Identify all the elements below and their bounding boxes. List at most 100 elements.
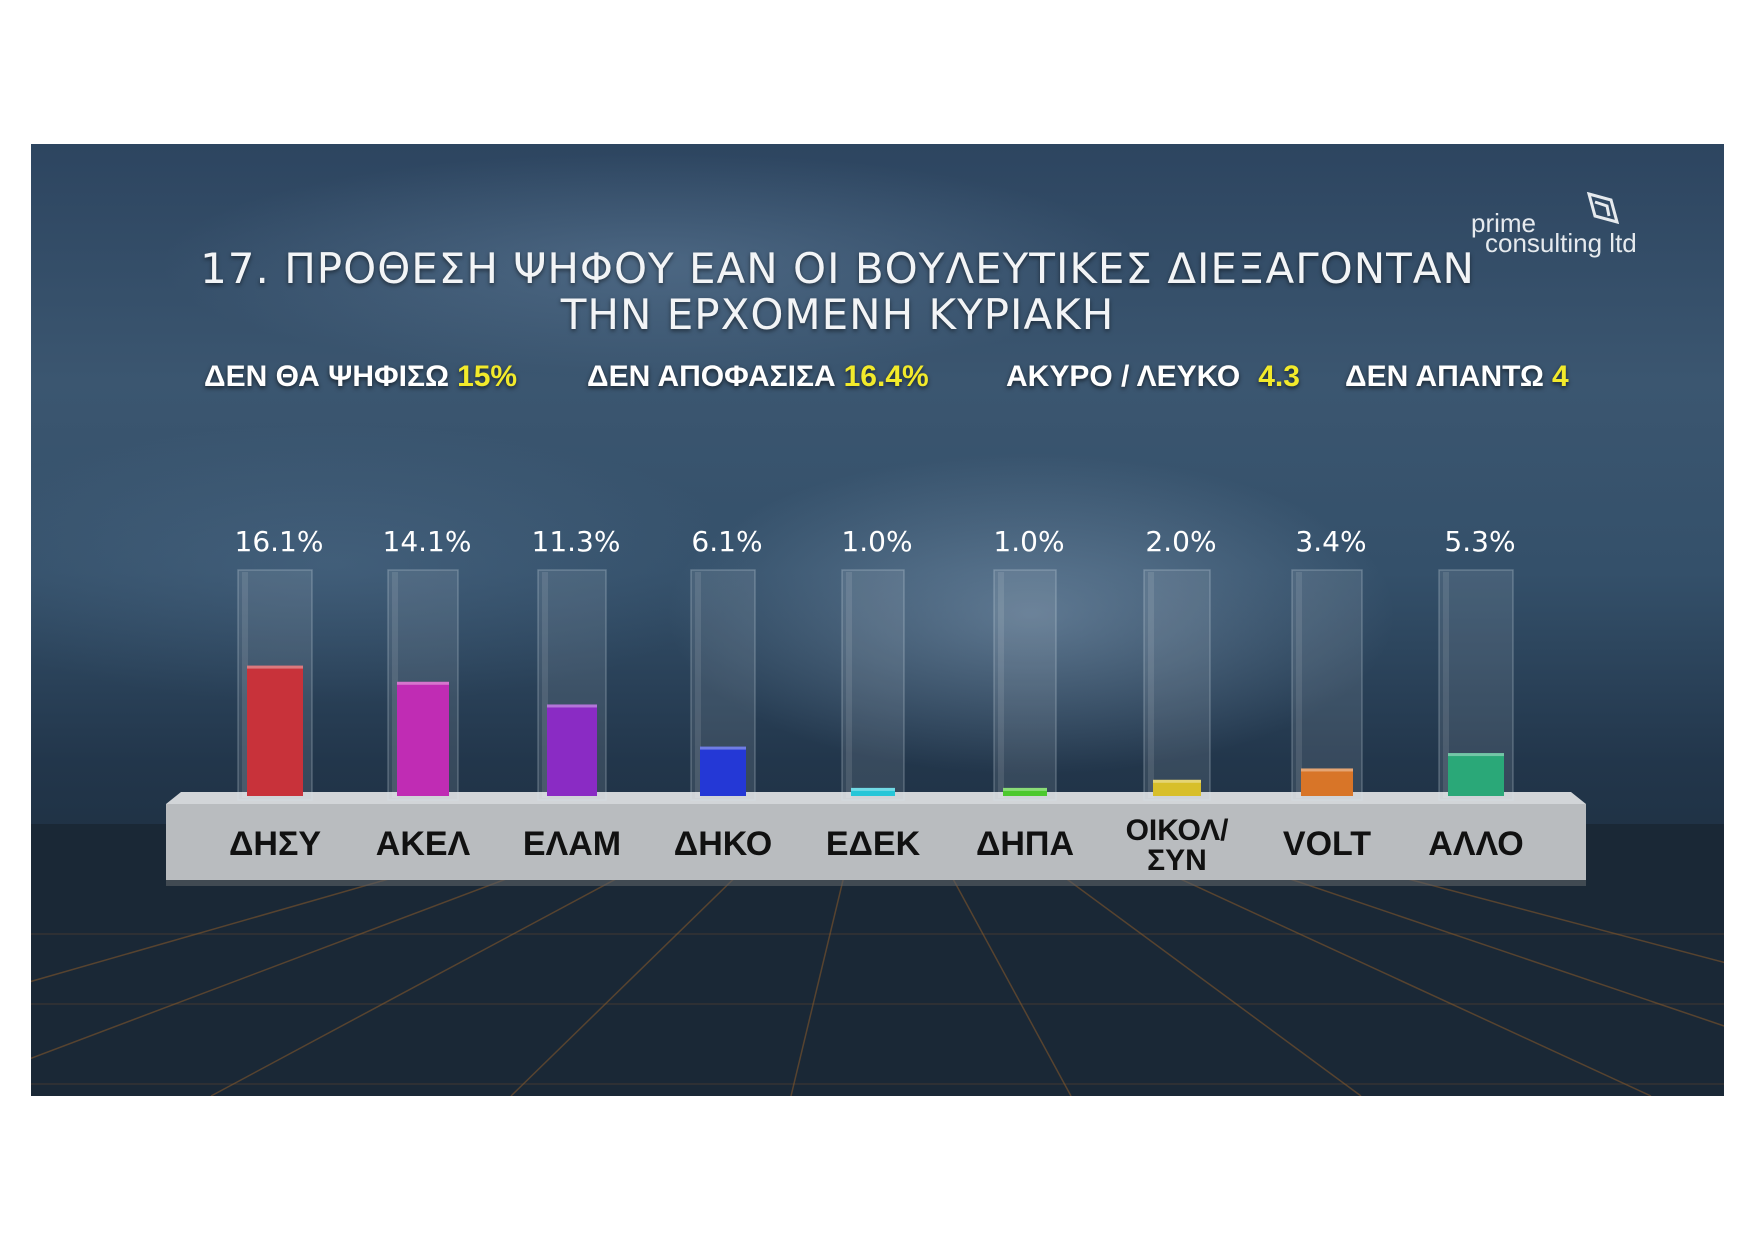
category-label: ΕΛΑΜ [523,825,621,863]
category-label: ΔΗΚΟ [674,825,772,863]
logo-text-prime: prime [1471,208,1537,238]
stat-value: 4 [1551,360,1569,393]
bar-value-label: 1.0% [993,525,1064,558]
bar-value-label: 5.3% [1444,525,1515,558]
bar-top-shine [1448,753,1504,757]
prime-logo-icon [1586,191,1620,225]
platform-front [166,804,1586,880]
bar-group: 1.0% ΔΗΠΑ [976,525,1074,863]
floor-grid-line [790,863,848,1096]
bar-tube-highlight [1148,572,1154,798]
floor-grid-line [210,863,645,1096]
bar-tube-highlight [1296,572,1302,798]
bar-top-shine [247,665,303,669]
bar-value-label: 2.0% [1145,525,1216,558]
stat-invalid-blank: ΑΚΥΡΟ / ΛΕΥΚΟ 4.3 [1006,360,1300,394]
category-label-text: ΑΛΛΟ [1428,825,1523,863]
bar [547,704,597,796]
stat-value: 16.4% [843,360,929,393]
bar-tube-highlight [846,572,852,798]
bar [851,787,895,796]
stat-value: 15% [457,360,518,393]
bar-value-label: 6.1% [691,525,762,558]
stat-label: ΔΕΝ ΘΑ ΨΗΦΙΣΩ [204,360,450,393]
category-label-text: ΕΛΑΜ [523,825,621,863]
bar [397,681,449,796]
category-label-text: ΑΚΕΛ [376,825,471,863]
bar-chart: 16.1% ΔΗΣΥ 14.1% ΑΚΕΛ 11.3% ΕΛΑΜ 6.1% ΔΗΚΟ 1.0% Ε… [166,525,1586,886]
category-label: ΑΚΕΛ [376,825,471,863]
stat-value: 4.3 [1258,360,1300,393]
category-label: ΔΗΣΥ [229,825,321,863]
bar-tube [841,569,905,801]
category-label: ΔΗΠΑ [976,825,1074,863]
bar-top-shine [1153,779,1201,783]
stat-wont-vote: ΔΕΝ ΘΑ ΨΗΦΙΣΩ 15% [204,360,517,394]
bar-group: 5.3% ΑΛΛΟ [1428,525,1523,863]
bar-value-label: 11.3% [532,525,621,558]
bar [1301,768,1353,796]
bar-top-shine [547,704,597,708]
category-label-text: ΕΔΕΚ [826,825,921,863]
bar-tube-highlight [1443,572,1449,798]
bar-group: 3.4% VOLT [1283,525,1371,863]
chart-title-line1: 17. ΠΡΟΘΕΣΗ ΨΗΦΟΥ ΕΑΝ ΟΙ ΒΟΥΛΕΥΤΙΚΕΣ ΔΙΕ… [200,244,1475,293]
bar [1448,753,1504,796]
bar-top-shine [700,746,746,750]
bar-top-shine [397,681,449,685]
bar [247,665,303,796]
chart-stage: 17. ΠΡΟΘΕΣΗ ΨΗΦΟΥ ΕΑΝ ΟΙ ΒΟΥΛΕΥΤΙΚΕΣ ΔΙΕ… [31,144,1724,1096]
floor-grid-line [1045,863,1362,1096]
bar-tube-highlight [242,572,248,798]
category-label-text: ΟΙΚΟΛ/ [1126,814,1229,847]
bar-value-label: 14.1% [383,525,472,558]
category-label-text: ΔΗΣΥ [229,825,321,863]
category-label-text: ΣΥΝ [1147,844,1207,877]
stat-label: ΔΕΝ ΑΠΟΦΑΣΙΣΑ [587,360,836,393]
bar [1003,787,1047,796]
bar-group: 2.0% ΟΙΚΟΛ/ΣΥΝ [1126,525,1229,877]
stat-label: ΔΕΝ ΑΠΑΝΤΩ [1345,360,1544,393]
bar-top-shine [1003,787,1047,791]
platform-shadow [166,880,1586,886]
bar-group: 11.3% ΕΛΑΜ [523,525,621,863]
logo-text-consulting: consulting ltd [1485,228,1637,258]
category-label: ΕΔΕΚ [826,825,921,863]
bar-value-label: 1.0% [841,525,912,558]
bar [1153,779,1201,796]
stat-no-answer: ΔΕΝ ΑΠΑΝΤΩ 4 [1345,360,1569,394]
stat-undecided: ΔΕΝ ΑΠΟΦΑΣΙΣΑ 16.4% [587,360,929,394]
bar-tube [993,569,1057,801]
category-label-text: ΔΗΠΑ [976,825,1074,863]
bar-group: 14.1% ΑΚΕΛ [376,525,472,863]
bar-group: 16.1% ΔΗΣΥ [229,525,324,863]
bar-top-shine [1301,768,1353,772]
bar-value-label: 3.4% [1295,525,1366,558]
bar-tube-highlight [542,572,548,798]
bar-tube [1143,569,1211,801]
category-label: ΟΙΚΟΛ/ΣΥΝ [1126,814,1229,877]
platform-top [166,792,1586,804]
bar-tube-highlight [392,572,398,798]
platform [166,792,1586,886]
stat-label: ΑΚΥΡΟ / ΛΕΥΚΟ [1006,360,1241,393]
bar-tube [1291,569,1363,801]
floor-grid-line [1350,863,1724,964]
bar-value-label: 16.1% [235,525,324,558]
bar-group: 1.0% ΕΔΕΚ [826,525,921,863]
floor-grid-line [510,863,750,1096]
category-label: VOLT [1283,825,1371,863]
floor-grid-line [31,863,547,1060]
floor-grid-line [31,863,442,983]
prime-consulting-logo: prime consulting ltd [1471,190,1651,260]
bar-tube-highlight [998,572,1004,798]
chart-title-line2: ΤΗΝ ΕΡΧΟΜΕΝΗ ΚΥΡΙΑΚΗ [560,290,1115,339]
floor-grid-line [944,863,1072,1096]
bar-top-shine [851,787,895,791]
floor-grid-line [1245,863,1724,1027]
floor-grid-line [1147,863,1652,1096]
bar [700,746,746,796]
category-label: ΑΛΛΟ [1428,825,1523,863]
bar-group: 6.1% ΔΗΚΟ [674,525,772,863]
category-label-text: VOLT [1283,825,1371,863]
